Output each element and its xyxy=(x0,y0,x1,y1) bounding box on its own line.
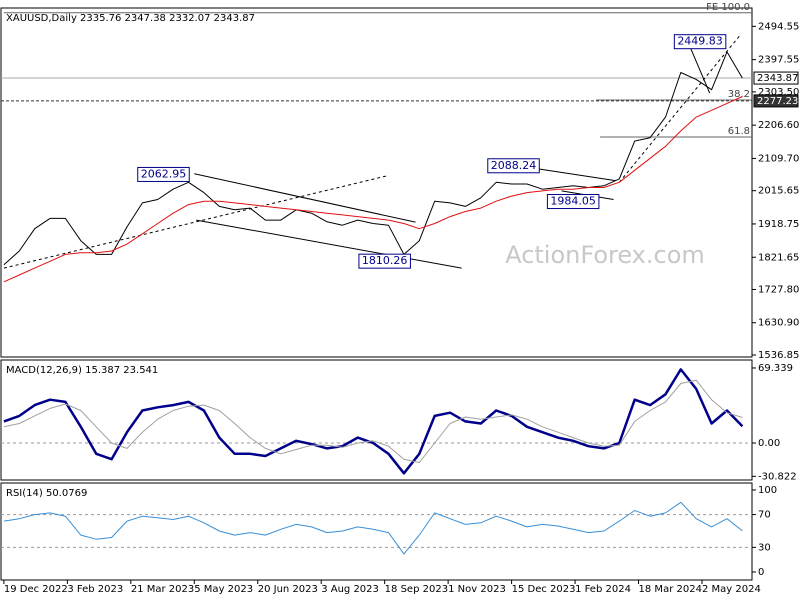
x-tick-label: 3 Aug 2023 xyxy=(321,584,379,595)
x-tick-label: 20 Jun 2023 xyxy=(258,584,318,595)
y-tick-label: 1727.80 xyxy=(758,284,799,295)
watermark: ActionForex.com xyxy=(505,241,705,269)
y-tick-label: 2494.55 xyxy=(758,21,799,32)
x-tick-label: 5 May 2023 xyxy=(194,584,253,595)
series-line xyxy=(3,51,743,266)
series-line xyxy=(3,501,743,555)
y-tick-label: 0 xyxy=(758,567,764,578)
x-tick-label: 1 Nov 2023 xyxy=(448,584,506,595)
fib-label: 61.8 xyxy=(728,126,750,137)
y-tick-label: 1630.90 xyxy=(758,318,799,329)
annotation-label: 2088.24 xyxy=(491,159,537,172)
y-tick-label: -30.822 xyxy=(758,471,797,482)
annotation-box xyxy=(358,253,411,269)
annotation-box xyxy=(487,158,540,174)
annotation-box xyxy=(546,194,600,210)
x-tick-label: 2 May 2024 xyxy=(702,584,761,595)
price-tag-label: 2343.87 xyxy=(757,73,798,84)
panel-frame xyxy=(0,482,753,581)
y-tick-label: 69.339 xyxy=(758,363,793,374)
y-tick-label: 1918.75 xyxy=(758,219,799,230)
x-tick-label: 15 Dec 2023 xyxy=(512,584,576,595)
series-line xyxy=(3,379,743,463)
fib-label: 38.2 xyxy=(728,89,750,100)
panel-frame xyxy=(0,7,753,358)
trendline xyxy=(194,173,416,223)
y-tick-label: 1821.65 xyxy=(758,252,799,263)
fib-label: FE 100.0 xyxy=(706,2,750,13)
annotation-label: 1984.05 xyxy=(550,195,596,208)
y-tick-label: 100 xyxy=(758,485,777,496)
panel-title: MACD(12,26,9) 15.387 23.541 xyxy=(6,365,158,376)
y-tick-label: 2015.65 xyxy=(758,186,799,197)
y-tick-label: 2206.60 xyxy=(758,120,799,131)
y-tick-label: 2303.50 xyxy=(758,87,799,98)
x-tick-label: 18 Sep 2023 xyxy=(385,584,448,595)
annotation-label: 2449.83 xyxy=(677,35,723,48)
trendline xyxy=(688,43,711,94)
price-tag xyxy=(753,94,799,108)
price-tag-label: 2277.23 xyxy=(757,96,798,107)
y-tick-label: 1536.85 xyxy=(758,350,799,361)
annotation-label: 1810.26 xyxy=(362,254,408,267)
price-tag xyxy=(753,71,799,85)
y-tick-label: 70 xyxy=(758,510,771,521)
panel-title: RSI(14) 50.0769 xyxy=(6,488,87,499)
x-tick-label: 3 Feb 2023 xyxy=(67,584,123,595)
trendline xyxy=(618,34,741,183)
annotation-label: 2062.95 xyxy=(141,167,187,180)
annotation-box xyxy=(137,166,190,182)
panel-title: XAUUSD,Daily 2335.76 2347.38 2332.07 234… xyxy=(6,13,255,24)
series-line xyxy=(3,368,744,475)
panel-frame xyxy=(0,359,753,481)
x-tick-label: 1 Feb 2024 xyxy=(575,584,631,595)
y-tick-label: 0.00 xyxy=(758,438,780,449)
y-tick-label: 2109.70 xyxy=(758,153,799,164)
x-tick-label: 21 Mar 2023 xyxy=(131,584,194,595)
y-tick-label: 30 xyxy=(758,542,771,553)
annotation-box xyxy=(673,34,727,50)
x-tick-label: 19 Dec 2022 xyxy=(4,584,68,595)
trendline xyxy=(196,219,462,269)
x-tick-label: 18 Mar 2024 xyxy=(639,584,702,595)
series-line xyxy=(3,96,743,283)
y-tick-label: 2397.55 xyxy=(758,55,799,66)
